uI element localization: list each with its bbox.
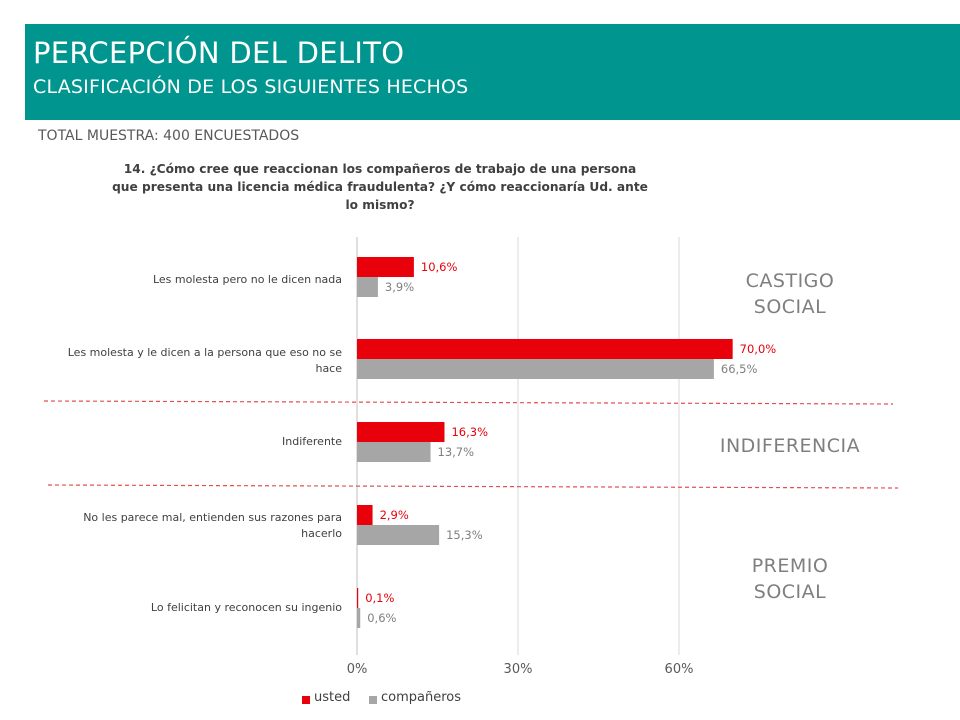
page-title: PERCEPCIÓN DEL DELITO [33,36,405,70]
bar-usted [357,505,373,525]
bar-companeros [357,525,440,545]
category-label: No les parece mal, entienden sus razones… [83,511,342,540]
x-tick-label: 30% [504,662,533,677]
bar-companeros [357,359,714,379]
zone-premio-line2: SOCIAL [753,581,827,603]
zone-castigo-social: CASTIGO SOCIAL [700,268,880,320]
zone-indiferencia: INDIFERENCIA [690,433,890,459]
zone-premio-social: PREMIO SOCIAL [700,553,880,605]
x-tick-label: 0% [347,662,368,677]
bar-usted [357,339,733,359]
category-label: Les molesta pero no le dicen nada [152,273,342,286]
x-tick-label: 60% [665,662,694,677]
data-label: 0,1% [365,591,394,605]
legend-label-companeros: compañeros [381,690,462,705]
data-label: 16,3% [451,425,488,439]
bar-companeros [357,442,431,462]
zone-divider [47,484,899,489]
data-label: 66,5% [721,362,758,376]
category-label: Lo felicitan y reconocen su ingenio [150,601,342,614]
zone-castigo-line2: SOCIAL [753,296,827,318]
bar-usted [357,588,359,608]
bar-companeros [357,608,361,628]
legend-swatch-usted [302,696,310,704]
data-label: 70,0% [740,342,777,356]
sample-size-label: TOTAL MUESTRA: 400 ENCUESTADOS [38,128,300,144]
header-banner: PERCEPCIÓN DEL DELITO CLASIFICACIÓN DE L… [25,24,960,120]
legend-swatch-companeros [369,696,377,704]
data-label: 0,6% [367,611,396,625]
bar-companeros [357,277,378,297]
data-label: 10,6% [421,260,458,274]
zone-premio-line1: PREMIO [751,555,829,577]
data-label: 15,3% [446,528,483,542]
zone-castigo-line1: CASTIGO [745,270,835,292]
category-label: Les molesta y le dicen a la persona que … [67,346,342,375]
zone-divider [43,400,894,405]
page-subtitle: CLASIFICACIÓN DE LOS SIGUIENTES HECHOS [33,76,469,98]
bar-usted [357,257,414,277]
zone-indiferencia-label: INDIFERENCIA [719,435,861,457]
data-label: 3,9% [385,280,414,294]
survey-question: 14. ¿Cómo cree que reaccionan los compañ… [112,162,648,212]
data-label: 13,7% [438,445,475,459]
data-label: 2,9% [380,508,409,522]
bar-usted [357,422,445,442]
legend-label-usted: usted [314,690,351,705]
category-label: Indiferente [282,435,342,448]
